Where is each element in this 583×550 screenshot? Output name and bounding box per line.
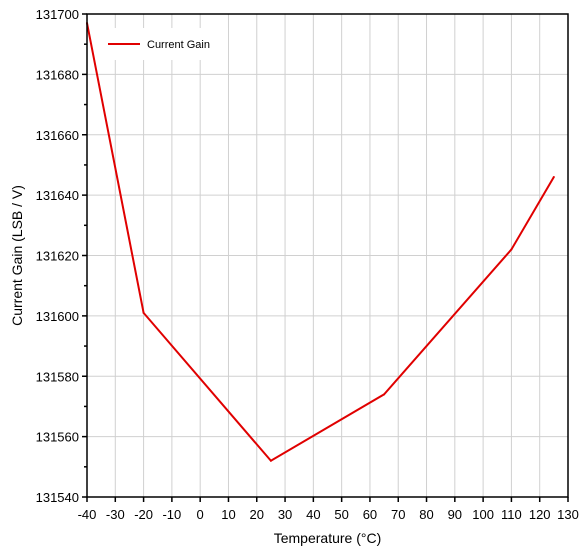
x-tick-label: 40 [306,507,320,522]
x-tick-label: -40 [78,507,97,522]
y-tick-label: 131680 [36,67,79,82]
y-tick-label: 131560 [36,430,79,445]
x-tick-label: 50 [334,507,348,522]
y-tick-label: 131580 [36,369,79,384]
x-tick-label: -10 [162,507,181,522]
y-tick-label: 131620 [36,249,79,264]
series-point [383,393,386,396]
x-tick-label: 100 [472,507,494,522]
y-tick-label: 131600 [36,309,79,324]
legend-label: Current Gain [147,39,210,51]
x-tick-label: -30 [106,507,125,522]
x-tick-label: 120 [529,507,551,522]
x-tick-label: 20 [250,507,264,522]
x-tick-label: 90 [448,507,462,522]
x-tick-label: 80 [419,507,433,522]
y-axis-title: Current Gain (LSB / V) [9,185,25,326]
x-tick-label: 70 [391,507,405,522]
x-axis-title: Temperature (°C) [274,530,382,546]
x-tick-label: -20 [134,507,153,522]
x-tick-label: 0 [197,507,204,522]
x-tick-label: 130 [557,507,579,522]
y-tick-label: 131660 [36,128,79,143]
series-point [142,311,145,314]
y-tick-label: 131700 [36,7,79,22]
series-point [552,176,555,179]
y-tick-label: 131540 [36,490,79,505]
series-line-0 [86,22,555,463]
series-layer [86,22,555,463]
x-tick-label: 10 [221,507,235,522]
y-tick-label: 131640 [36,188,79,203]
x-tick-label: 30 [278,507,292,522]
grid [87,14,568,497]
x-tick-label: 110 [501,507,522,522]
x-tick-label: 60 [363,507,377,522]
series-point [269,459,272,462]
y-tick-labels: 131540 131560 131580 131600 131620 131640 1316… [36,7,79,505]
series-point [510,248,513,251]
legend: Current Gain [100,28,228,60]
ticks [82,13,569,502]
x-tick-labels: -40 -30 -20 -10 0 10 20 30 40 50 60 70 80 90 100 110 120… [78,507,579,522]
